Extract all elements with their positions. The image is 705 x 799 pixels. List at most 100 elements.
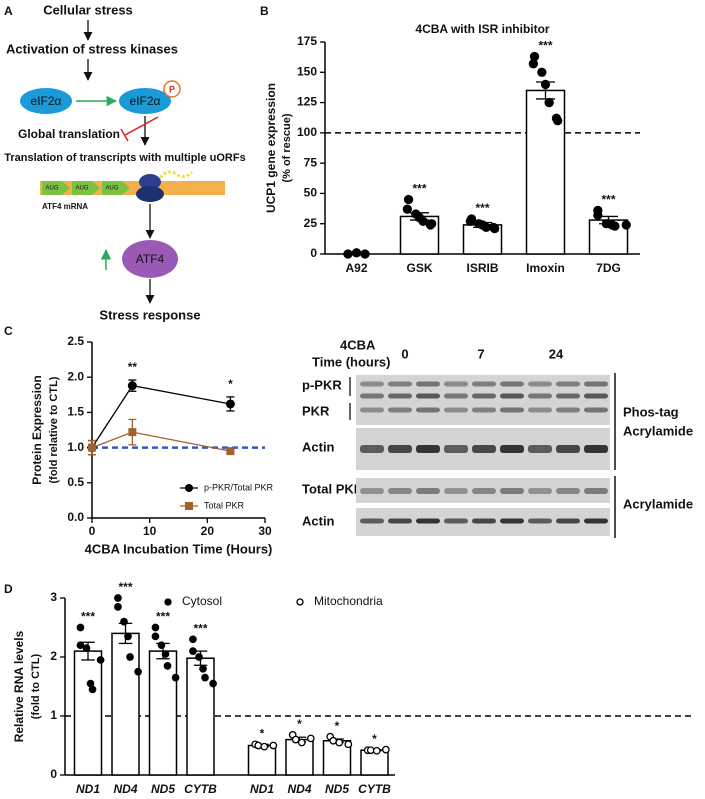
node-label: eIF2α bbox=[130, 94, 161, 108]
band bbox=[444, 381, 468, 387]
x-tick-label: ND1 bbox=[250, 782, 274, 796]
panel-label: B bbox=[260, 4, 269, 18]
significance: *** bbox=[193, 621, 207, 635]
data-point bbox=[226, 447, 235, 456]
gel bbox=[356, 478, 610, 503]
legend-label: Total PKR bbox=[204, 500, 245, 510]
data-point bbox=[528, 59, 538, 69]
band bbox=[388, 518, 412, 524]
data-point bbox=[260, 742, 269, 751]
band bbox=[500, 381, 524, 387]
data-point bbox=[189, 635, 197, 644]
data-point bbox=[157, 641, 166, 650]
data-point bbox=[297, 738, 306, 747]
y-tick-label: 2.0 bbox=[67, 369, 84, 383]
legend-marker bbox=[296, 598, 304, 606]
data-point bbox=[114, 602, 122, 611]
band bbox=[416, 407, 440, 413]
band bbox=[416, 393, 440, 399]
bar bbox=[111, 632, 140, 776]
band bbox=[472, 381, 496, 387]
y-tick-label: 1.5 bbox=[67, 405, 84, 419]
significance: *** bbox=[538, 39, 552, 53]
row-label: PKR bbox=[302, 403, 330, 418]
band bbox=[388, 407, 412, 413]
data-point bbox=[306, 734, 315, 743]
step: Cellular stress bbox=[43, 2, 133, 17]
data-point bbox=[189, 647, 197, 655]
step: Stress response bbox=[99, 307, 200, 322]
y-tick-label: 2 bbox=[50, 649, 57, 663]
data-point bbox=[76, 641, 85, 650]
bar bbox=[186, 657, 215, 776]
row-label: Actin bbox=[302, 439, 335, 454]
step: Activation of stress kinases bbox=[6, 41, 178, 56]
x-tick-label: 20 bbox=[201, 524, 215, 538]
data-point bbox=[344, 740, 353, 749]
x-tick-label: ND4 bbox=[287, 782, 311, 796]
x-tick-label: ND5 bbox=[325, 782, 349, 796]
x-tick-label: 10 bbox=[143, 524, 157, 538]
western-blot: 4CBA Time (hours) 0 7 24 p-PKR PKR Actin… bbox=[302, 337, 693, 538]
band bbox=[472, 445, 496, 453]
significance: *** bbox=[475, 201, 489, 215]
data-point bbox=[343, 249, 353, 259]
panel-label: D bbox=[4, 582, 13, 596]
bar bbox=[360, 749, 389, 776]
data-point bbox=[254, 741, 263, 750]
legend-marker bbox=[164, 598, 172, 606]
atf4-node bbox=[122, 240, 178, 278]
node-label: eIF2α bbox=[31, 94, 62, 108]
phospho-label: P bbox=[169, 84, 175, 94]
band bbox=[584, 518, 608, 524]
data-point bbox=[610, 221, 620, 231]
data-point bbox=[551, 113, 562, 123]
aug-label: AUG bbox=[75, 186, 88, 192]
inhibition bbox=[124, 116, 159, 136]
time-label: Time (hours) bbox=[312, 354, 391, 369]
data-point bbox=[225, 399, 235, 409]
legend-label: p-PKR/Total PKR bbox=[204, 482, 274, 492]
x-tick-label: 30 bbox=[258, 524, 272, 538]
y-axis-label: (fold to CTL) bbox=[30, 653, 42, 719]
data-point bbox=[88, 685, 97, 694]
band bbox=[500, 488, 524, 494]
band bbox=[472, 407, 496, 413]
data-point bbox=[96, 656, 105, 664]
significance: * bbox=[297, 717, 302, 731]
data-point bbox=[425, 220, 436, 230]
ribosome bbox=[139, 174, 161, 190]
data-point bbox=[127, 381, 137, 391]
data-point bbox=[402, 204, 412, 214]
eif2a-node bbox=[20, 88, 72, 114]
data-point bbox=[124, 632, 132, 641]
panel-label: C bbox=[4, 324, 13, 338]
y-axis-label: UCP1 gene expression bbox=[264, 83, 278, 213]
data-point bbox=[126, 653, 134, 661]
data-point bbox=[403, 194, 414, 205]
x-tick-label: CYTB bbox=[358, 782, 391, 796]
y-tick-label: 0.0 bbox=[67, 510, 84, 524]
band bbox=[416, 445, 440, 453]
band bbox=[444, 488, 468, 494]
significance: *** bbox=[156, 610, 170, 624]
band bbox=[360, 518, 384, 524]
chart-title: 4CBA with ISR inhibitor bbox=[415, 22, 550, 36]
x-tick-label: A92 bbox=[345, 261, 367, 275]
significance: *** bbox=[81, 610, 95, 624]
y-tick-label: 0 bbox=[310, 246, 317, 260]
band bbox=[444, 445, 468, 453]
x-tick-label: 7DG bbox=[596, 261, 621, 275]
panel-labels: A B C D bbox=[4, 4, 269, 596]
data-point bbox=[151, 632, 160, 641]
time-point: 7 bbox=[477, 346, 484, 361]
band bbox=[444, 407, 468, 413]
time-point: 0 bbox=[401, 346, 408, 361]
data-point bbox=[171, 673, 180, 682]
gel bbox=[356, 375, 610, 425]
band bbox=[500, 407, 524, 413]
bar bbox=[148, 650, 178, 776]
data-point bbox=[114, 594, 122, 602]
diagram: Cellular stress Activation of stress kin… bbox=[4, 2, 245, 322]
band bbox=[388, 488, 412, 494]
